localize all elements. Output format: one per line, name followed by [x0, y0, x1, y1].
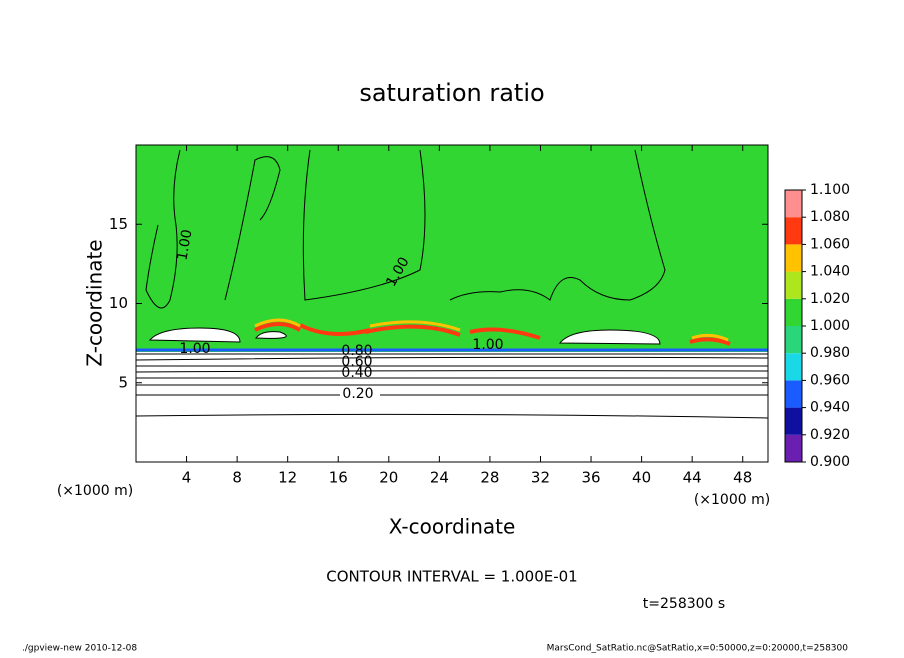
colorbar-label: 0.920 [810, 427, 850, 443]
colorbar-band [785, 326, 802, 354]
colorbar-label: 1.080 [810, 209, 850, 225]
x-tick-label: 16 [329, 469, 348, 487]
x-tick-label: 48 [733, 469, 752, 487]
field [135, 145, 769, 462]
x-tick-label: 24 [430, 469, 449, 487]
y-tick-label: 10 [109, 294, 128, 312]
x-tick-label: 28 [480, 469, 499, 487]
colorbar-label: 1.060 [810, 236, 850, 252]
colorbar-band [785, 380, 802, 408]
colorbar-band [785, 407, 802, 435]
x-tick-label: 12 [278, 469, 297, 487]
contour-label: 0.20 [342, 386, 373, 402]
colorbar-band [785, 217, 802, 245]
y-axis-label: Z-coordinate [83, 239, 107, 366]
contour-label: 1.00 [179, 341, 210, 357]
contour-lines [135, 149, 769, 419]
y-tick-label: 5 [118, 373, 128, 391]
dry-region [136, 352, 768, 462]
x-axis-label: X-coordinate [389, 515, 516, 539]
x-tick-label: 32 [531, 469, 550, 487]
y-tick-label: 15 [109, 215, 128, 233]
time-label: t=258300 s [643, 596, 725, 612]
colorbar-label: 1.040 [810, 264, 850, 280]
x-unit-right: (×1000 m) [694, 492, 770, 508]
colorbar-band [785, 434, 802, 462]
x-tick-label: 20 [379, 469, 398, 487]
white-patches [148, 327, 661, 345]
colorbar-band [785, 298, 802, 326]
colorbar-band [785, 244, 802, 272]
x-tick-label: 40 [632, 469, 651, 487]
colorbar-label: 1.000 [810, 318, 850, 334]
colorbar-label: 1.020 [810, 291, 850, 307]
x-tick-label: 44 [683, 469, 702, 487]
x-tick-label: 36 [581, 469, 600, 487]
x-tick-label: 4 [182, 469, 192, 487]
colorbar-band [785, 271, 802, 299]
footer-right: MarsCond_SatRatio.nc@SatRatio,x=0:50000,… [547, 644, 849, 654]
colorbar-band [785, 190, 802, 218]
contour-label: 0.60 [341, 354, 372, 370]
footer-left: ./gpview-new 2010-12-08 [22, 644, 137, 654]
x-tick-label: 8 [232, 469, 242, 487]
colorbar-band [785, 353, 802, 381]
contour-label: 1.00 [174, 228, 195, 261]
contour-label: 1.00 [472, 337, 503, 353]
supersaturated-patches [254, 322, 731, 346]
x-unit-left: (×1000 m) [57, 483, 133, 499]
chart-title: saturation ratio [359, 79, 544, 107]
colorbar-label: 0.980 [810, 345, 850, 361]
colorbar-label: 0.900 [810, 454, 850, 470]
colorbar-label: 0.940 [810, 400, 850, 416]
contour-label: 0.40 [341, 365, 372, 381]
colorbar-label: 0.960 [810, 372, 850, 388]
contour-interval: CONTOUR INTERVAL = 1.000E-01 [326, 568, 577, 586]
colorbar-label: 1.100 [810, 182, 850, 198]
contour-label: 0.80 [341, 343, 372, 359]
supersaturated-edges [254, 318, 729, 342]
